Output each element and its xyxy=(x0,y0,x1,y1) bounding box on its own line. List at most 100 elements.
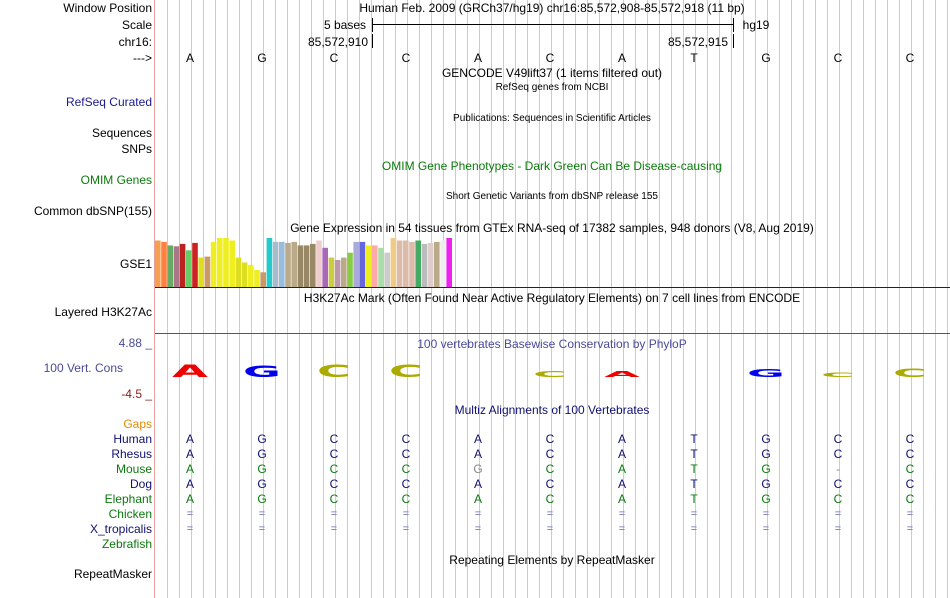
cons-desc: 100 vertebrates Basewise Conservation by… xyxy=(417,337,687,351)
gtex-tissue-bar[interactable] xyxy=(328,257,335,287)
gtex-tissue-bar[interactable] xyxy=(353,241,359,287)
label-cons[interactable]: 100 Vert. Cons xyxy=(43,361,123,375)
gtex-tissue-bar[interactable] xyxy=(266,238,273,287)
gtex-tissue-bar[interactable] xyxy=(316,240,322,288)
gridline xyxy=(623,0,624,598)
gridline xyxy=(191,0,192,598)
gencode-title[interactable]: GENCODE V49lift37 (1 items filtered out) xyxy=(441,66,663,80)
species-label[interactable]: Rhesus xyxy=(111,447,152,461)
gtex-tissue-bar[interactable] xyxy=(291,241,297,287)
species-label[interactable]: Elephant xyxy=(104,492,152,506)
species-label[interactable]: Human xyxy=(113,432,152,446)
gtex-tissue-bar[interactable] xyxy=(396,240,403,288)
alignment-base: A xyxy=(617,432,627,446)
base-letter: C xyxy=(545,51,555,65)
label-dbsnp[interactable]: Common dbSNP(155) xyxy=(33,204,152,218)
gtex-tissue-bar[interactable] xyxy=(341,257,347,287)
label-sequences[interactable]: Sequences xyxy=(91,126,152,140)
gtex-tissue-bar[interactable] xyxy=(365,245,372,287)
alignment-base: A xyxy=(185,462,195,476)
gtex-tissue-bar[interactable] xyxy=(347,252,353,287)
alignment-base: = xyxy=(834,523,842,535)
species-label[interactable]: Dog xyxy=(129,477,152,491)
gridline xyxy=(755,0,756,598)
alignment-base: T xyxy=(690,462,698,476)
species-label[interactable]: Zebrafish xyxy=(101,537,152,551)
label-gaps[interactable]: Gaps xyxy=(123,417,152,431)
gridline xyxy=(707,0,708,598)
species-label[interactable]: Chicken xyxy=(108,507,152,521)
gridline xyxy=(395,0,396,598)
alignment-base: = xyxy=(618,523,626,535)
alignment-base: = xyxy=(402,523,410,535)
gtex-tissue-bar[interactable] xyxy=(217,238,223,287)
gtex-tissue-bar[interactable] xyxy=(272,241,279,287)
scale-label: 5 bases xyxy=(323,18,367,32)
gridline xyxy=(323,0,324,598)
label-repeatmasker[interactable]: RepeatMasker xyxy=(73,567,152,581)
gtex-tissue-bar[interactable] xyxy=(167,245,173,287)
gtex-tissue-bar[interactable] xyxy=(179,243,186,287)
gridline xyxy=(935,0,936,598)
gtex-tissue-bar[interactable] xyxy=(173,246,180,287)
gtex-tissue-bar[interactable] xyxy=(310,243,316,287)
gtex-tissue-bar[interactable] xyxy=(359,241,366,287)
conservation-letter: C xyxy=(389,362,423,381)
gtex-tissue-bar[interactable] xyxy=(155,240,161,288)
gtex-tissue-bar[interactable] xyxy=(446,238,452,287)
gtex-tissue-bar[interactable] xyxy=(186,250,192,288)
gridline xyxy=(359,0,360,598)
gtex-tissue-bar[interactable] xyxy=(198,257,204,287)
gtex-tissue-bar[interactable] xyxy=(260,272,266,287)
gtex-tissue-bar[interactable] xyxy=(285,242,291,287)
gtex-tissue-bar[interactable] xyxy=(248,264,254,287)
alignment-base: C xyxy=(905,462,915,476)
alignment-base: = xyxy=(258,508,266,520)
gtex-tissue-bar[interactable] xyxy=(322,247,328,287)
label-h3k27ac[interactable]: Layered H3K27Ac xyxy=(54,305,152,319)
gridline xyxy=(167,0,168,598)
species-label[interactable]: X_tropicalis xyxy=(89,522,152,536)
gtex-tissue-bar[interactable] xyxy=(390,238,397,287)
alignment-base: = xyxy=(474,508,482,520)
gtex-tissue-bar[interactable] xyxy=(415,240,421,288)
gtex-tissue-bar[interactable] xyxy=(204,256,211,287)
label-omim[interactable]: OMIM Genes xyxy=(80,173,152,187)
base-letter: G xyxy=(257,51,267,65)
gridline xyxy=(479,0,480,598)
gtex-tissue-bar[interactable] xyxy=(403,240,409,288)
gtex-tissue-bar[interactable] xyxy=(210,241,217,287)
gtex-tissue-bar[interactable] xyxy=(297,245,304,287)
label-refseq[interactable]: RefSeq Curated xyxy=(65,95,152,109)
gtex-tissue-bar[interactable] xyxy=(279,241,285,287)
gtex-tissue-bar[interactable] xyxy=(223,238,229,287)
species-label[interactable]: Mouse xyxy=(115,462,152,476)
gtex-tissue-bar[interactable] xyxy=(161,241,167,287)
gtex-tissue-bar[interactable] xyxy=(192,242,198,287)
label-gse1[interactable]: GSE1 xyxy=(119,257,152,271)
gtex-tissue-bar[interactable] xyxy=(372,245,378,287)
alignment-base: C xyxy=(401,492,411,506)
gtex-tissue-bar[interactable] xyxy=(303,245,310,287)
gtex-tissue-bar[interactable] xyxy=(254,269,260,287)
gtex-tissue-bar[interactable] xyxy=(229,240,235,288)
gridline xyxy=(227,0,228,598)
alignment-base: C xyxy=(545,432,555,446)
label-snps[interactable]: SNPs xyxy=(121,142,152,156)
gridline xyxy=(791,0,792,598)
gtex-tissue-bar[interactable] xyxy=(378,247,384,287)
gtex-tissue-bar[interactable] xyxy=(334,260,341,287)
label-scale: Scale xyxy=(121,18,152,32)
gtex-tissue-bar[interactable] xyxy=(427,242,434,287)
gtex-tissue-bar[interactable] xyxy=(241,262,248,288)
gridline xyxy=(923,0,924,598)
gtex-tissue-bar[interactable] xyxy=(434,241,440,287)
gridline xyxy=(947,0,948,598)
gtex-tissue-bar[interactable] xyxy=(235,257,242,287)
gridline xyxy=(671,0,672,598)
gtex-tissue-bar[interactable] xyxy=(421,243,428,287)
gtex-tissue-bar[interactable] xyxy=(409,241,415,287)
gridline xyxy=(695,0,696,598)
gtex-tissue-bar[interactable] xyxy=(384,252,390,287)
gtex-tissue-bar[interactable] xyxy=(440,240,446,288)
